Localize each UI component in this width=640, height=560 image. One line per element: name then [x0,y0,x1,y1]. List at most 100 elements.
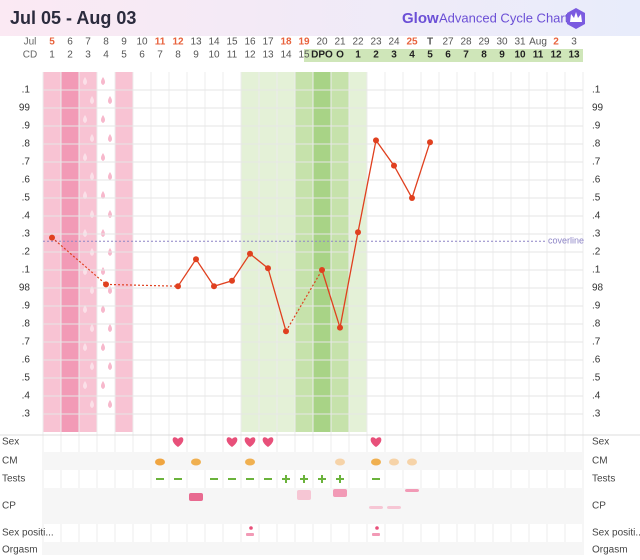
row-label-right: Sex positi... [592,528,640,539]
date-label: 9 [121,37,127,48]
date-label: 30 [496,37,508,48]
y-tick-label-right: .3 [592,229,601,240]
droplet [108,172,112,180]
date-label: 31 [514,37,526,48]
cycle-day: 15 [298,50,310,61]
sex-icon [226,437,238,447]
title: Jul 05 - Aug 03 [10,8,136,28]
droplet [83,229,87,237]
temp-point [229,277,235,284]
cycle-day: 10 [208,50,220,61]
temp-point [355,229,361,236]
droplet [101,77,105,85]
row-label-right: Tests [592,474,615,485]
date-label: 18 [280,37,292,48]
sex-icon [172,437,184,447]
row-band [43,488,583,524]
temp-point [211,283,217,290]
date-label: 10 [136,37,148,48]
temp-point [391,162,397,169]
row-label: Orgasm [2,545,38,555]
temp-point [103,281,109,288]
date-label: 5 [49,37,55,48]
cycle-day: 4 [103,50,109,61]
temp-point [247,250,253,257]
y-tick-label-right: 99 [592,103,604,114]
y-tick-label-right: 98 [592,283,604,294]
droplet [101,191,105,199]
brand-sub: Advanced Cycle Chart [439,10,569,25]
cycle-day: 2 [373,50,379,61]
cp-icon [369,506,383,509]
date-label: 6 [67,37,73,48]
droplet [90,400,94,408]
date-label: 3 [571,37,577,48]
y-tick-label: .9 [22,301,31,312]
cycle-day: 6 [445,50,451,61]
cycle-day: DPO [311,50,333,61]
droplet [101,305,105,313]
y-tick-label: .8 [22,139,31,150]
cycle-day: O [336,50,344,61]
date-label: 11 [155,37,166,48]
droplet [83,191,87,199]
cm-icon [407,458,417,466]
y-tick-label: .1 [22,85,31,96]
date-label: 21 [334,37,346,48]
row-label: Sex [2,437,19,448]
month-label: Jul [24,37,37,48]
cycle-day: 3 [85,50,91,61]
cp-icon [333,489,347,497]
date-label: 24 [388,37,400,48]
y-tick-label: .3 [22,409,31,420]
position-icon [372,533,380,536]
cycle-day: 12 [550,50,562,61]
droplet [83,343,87,351]
droplet [83,77,87,85]
brand: Glow [402,10,439,27]
cycle-day: 7 [463,50,469,61]
temp-point [175,283,181,290]
row-label-right: CM [592,456,608,467]
cycle-day: 11 [227,50,238,61]
sex-icon [244,437,256,447]
droplet [101,381,105,389]
y-tick-label-right: .4 [592,391,601,402]
droplet [108,324,112,332]
position-icon [246,533,254,536]
date-label: 13 [190,37,202,48]
y-tick-label-right: .9 [592,121,601,132]
droplet [83,381,87,389]
date-label: 8 [103,37,109,48]
header-bar [0,0,640,36]
y-tick-label: .5 [22,193,31,204]
temp-point [427,139,433,146]
cycle-day: 7 [157,50,163,61]
row-label: Tests [2,474,25,485]
date-label: 22 [352,37,364,48]
cm-icon [155,458,165,466]
date-label: 20 [316,37,328,48]
droplet [90,172,94,180]
y-tick-label: .8 [22,319,31,330]
y-tick-label-right: .1 [592,85,601,96]
cycle-day: 13 [262,50,274,61]
cycle-day: 8 [481,50,487,61]
date-label: 27 [442,37,454,48]
droplet [101,229,105,237]
position-icon [249,526,253,530]
temp-point [283,328,289,335]
row-band [43,452,583,470]
y-tick-label: .9 [22,121,31,132]
y-tick-label-right: .7 [592,157,601,168]
position-icon [375,526,379,530]
gap-connector [105,283,179,287]
date-label: 25 [406,37,418,48]
y-tick-label: .2 [22,247,31,258]
droplet [83,115,87,123]
date-label: 2 [553,37,559,48]
date-label: T [427,37,433,48]
temp-point [49,234,55,241]
cycle-day: 5 [427,50,433,61]
